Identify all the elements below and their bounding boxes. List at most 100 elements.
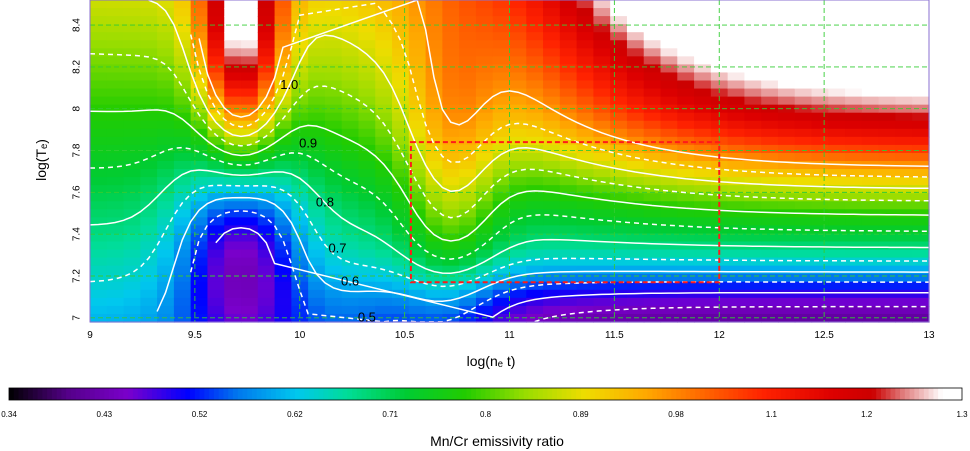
heatmap-cell	[828, 265, 846, 275]
heatmap-cell	[593, 48, 611, 57]
heatmap-cell	[190, 0, 209, 9]
heatmap-cell	[811, 249, 829, 259]
heatmap-cell	[912, 64, 930, 74]
heatmap-cell	[324, 88, 343, 98]
heatmap-cell	[324, 48, 343, 57]
colorbar-swatch	[614, 388, 620, 400]
heatmap-cell	[106, 136, 125, 146]
heatmap-cell	[643, 305, 662, 315]
heatmap-cell	[509, 16, 527, 25]
heatmap-cell	[408, 217, 427, 226]
heatmap-cell	[559, 88, 578, 98]
heatmap-cell	[492, 201, 511, 210]
heatmap-cell	[626, 48, 645, 57]
heatmap-cell	[895, 273, 913, 283]
heatmap-cell	[610, 72, 628, 82]
heatmap-cell	[324, 169, 343, 178]
heatmap-cell	[459, 281, 477, 291]
heatmap-cell	[727, 177, 746, 186]
heatmap-cell	[694, 144, 712, 154]
heatmap-cell	[392, 305, 410, 315]
heatmap-cell	[677, 48, 695, 57]
heatmap-cell	[828, 40, 846, 49]
heatmap-cell	[526, 161, 544, 170]
heatmap-cell	[643, 265, 662, 275]
heatmap-cell	[526, 281, 544, 291]
heatmap-cell	[794, 96, 813, 106]
y-tick-label: 7.6	[72, 185, 83, 199]
heatmap-cell	[543, 152, 561, 162]
heatmap-cell	[593, 233, 611, 243]
heatmap-cell	[123, 152, 141, 162]
heatmap-cell	[593, 281, 611, 291]
heatmap-cell	[626, 241, 645, 251]
heatmap-cell	[459, 185, 477, 194]
colorbar-swatch	[199, 388, 205, 400]
heatmap-cell	[727, 104, 746, 114]
heatmap-cell	[610, 96, 628, 106]
heatmap-cell	[140, 0, 158, 9]
colorbar-swatch	[390, 388, 396, 400]
heatmap-cell	[845, 217, 863, 226]
heatmap-cell	[878, 80, 897, 90]
colorbar-swatch	[885, 388, 892, 400]
heatmap-cell	[291, 289, 309, 299]
heatmap-cell	[190, 16, 209, 25]
heatmap-cell	[106, 297, 125, 307]
colorbar-swatch	[842, 388, 849, 400]
heatmap-cell	[509, 169, 527, 178]
heatmap-cell	[241, 185, 259, 194]
heatmap-cell	[341, 257, 360, 267]
heatmap-cell	[475, 72, 494, 82]
heatmap-cell	[660, 177, 678, 186]
heatmap-cell	[392, 8, 410, 17]
heatmap-cell	[442, 209, 460, 218]
heatmap-cell	[878, 185, 897, 194]
heatmap-cell	[475, 64, 494, 74]
colorbar-swatch	[461, 388, 467, 400]
heatmap-cell	[106, 225, 125, 235]
heatmap-cell	[744, 233, 762, 243]
heatmap-cell	[727, 313, 746, 323]
heatmap-cell	[257, 80, 276, 90]
heatmap-cell	[274, 16, 292, 25]
heatmap-cell	[878, 40, 897, 49]
heatmap-cell	[408, 273, 427, 283]
colorbar-swatch	[294, 388, 301, 400]
heatmap-cell	[425, 16, 443, 25]
heatmap-cell	[643, 56, 662, 65]
heatmap-cell	[543, 16, 561, 25]
heatmap-cell	[308, 289, 326, 299]
heatmap-cell	[123, 241, 141, 251]
heatmap-cell	[593, 56, 611, 65]
heatmap-cell	[677, 241, 695, 251]
heatmap-cell	[308, 193, 326, 202]
heatmap-cell	[308, 32, 326, 41]
heatmap-cell	[543, 249, 561, 259]
colorbar-swatch	[28, 388, 34, 400]
heatmap-cell	[912, 56, 930, 65]
heatmap-cell	[425, 313, 443, 323]
heatmap-cell	[106, 177, 125, 186]
heatmap-cell	[106, 305, 125, 315]
heatmap-cell	[509, 177, 527, 186]
heatmap-cell	[828, 24, 846, 33]
heatmap-cell	[207, 8, 225, 17]
heatmap-cell	[425, 177, 443, 186]
heatmap-cell	[358, 233, 376, 243]
heatmap-cell	[241, 241, 259, 251]
heatmap-cell	[811, 265, 829, 275]
heatmap-cell	[895, 257, 913, 267]
colorbar-swatch	[9, 388, 15, 400]
heatmap-cell	[895, 112, 913, 122]
heatmap-cell	[392, 201, 410, 210]
heatmap-cell	[341, 144, 360, 154]
heatmap-cell	[492, 80, 511, 90]
colorbar-swatch	[709, 388, 715, 400]
heatmap-cell	[912, 104, 930, 114]
heatmap-cell	[660, 80, 678, 90]
heatmap-cell	[341, 209, 360, 218]
colorbar-swatch	[247, 388, 253, 400]
heatmap-cell	[828, 112, 846, 122]
heatmap-cell	[324, 161, 343, 170]
